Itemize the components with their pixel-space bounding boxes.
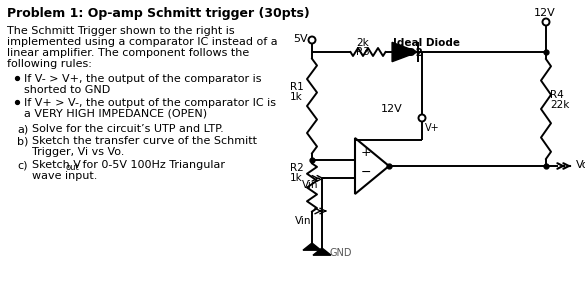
Text: Vout: Vout (576, 160, 585, 170)
Text: a): a) (17, 124, 28, 134)
Text: Trigger, Vi vs Vo.: Trigger, Vi vs Vo. (32, 147, 125, 157)
Polygon shape (313, 248, 331, 255)
Text: +: + (361, 146, 371, 158)
Text: shorted to GND: shorted to GND (24, 85, 110, 95)
Text: Ideal Diode: Ideal Diode (393, 38, 460, 48)
Text: linear amplifier. The component follows the: linear amplifier. The component follows … (7, 48, 249, 58)
Text: −: − (361, 165, 371, 178)
Text: for 0-5V 100Hz Triangular: for 0-5V 100Hz Triangular (79, 160, 225, 170)
Text: 2k: 2k (356, 38, 369, 48)
Text: Sketch the transfer curve of the Schmitt: Sketch the transfer curve of the Schmitt (32, 136, 257, 146)
Text: implemented using a comparator IC instead of a: implemented using a comparator IC instea… (7, 37, 278, 47)
Text: 12V: 12V (381, 104, 402, 114)
Text: Vin: Vin (295, 216, 311, 226)
Text: 12V: 12V (534, 8, 556, 18)
Text: R2: R2 (290, 163, 304, 173)
Text: D2: D2 (407, 48, 423, 58)
Text: b): b) (17, 136, 29, 146)
Text: wave input.: wave input. (32, 171, 97, 181)
Text: Sketch V: Sketch V (32, 160, 81, 170)
Text: c): c) (17, 160, 27, 170)
Text: 5V: 5V (293, 34, 308, 44)
Text: The Schmitt Trigger shown to the right is: The Schmitt Trigger shown to the right i… (7, 26, 235, 36)
Text: V+: V+ (425, 123, 439, 133)
Text: Vin: Vin (302, 180, 318, 190)
Text: 1k: 1k (290, 92, 303, 102)
Text: GND: GND (329, 248, 352, 258)
Text: R4: R4 (550, 90, 564, 100)
Text: If V- > V+, the output of the comparator is: If V- > V+, the output of the comparator… (24, 74, 261, 84)
Text: following rules:: following rules: (7, 59, 92, 69)
Text: Solve for the circuit’s UTP and LTP.: Solve for the circuit’s UTP and LTP. (32, 124, 223, 134)
Text: 22k: 22k (550, 100, 569, 110)
Text: R3: R3 (356, 47, 370, 57)
Text: R1: R1 (290, 82, 304, 92)
Polygon shape (392, 42, 418, 62)
Text: a VERY HIGH IMPEDANCE (OPEN): a VERY HIGH IMPEDANCE (OPEN) (24, 109, 207, 119)
Polygon shape (303, 243, 321, 250)
Text: out: out (66, 163, 80, 171)
Text: Problem 1: Op-amp Schmitt trigger (30pts): Problem 1: Op-amp Schmitt trigger (30pts… (7, 7, 309, 20)
Text: If V+ > V-, the output of the comparator IC is: If V+ > V-, the output of the comparator… (24, 98, 276, 108)
Text: 1k: 1k (290, 173, 303, 183)
